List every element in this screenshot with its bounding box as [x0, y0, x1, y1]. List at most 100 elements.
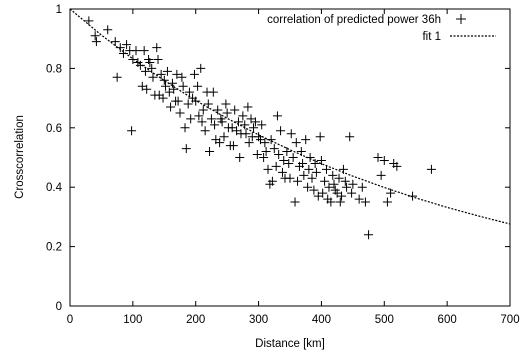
- data-point: [197, 117, 207, 127]
- data-point: [269, 144, 279, 154]
- x-tick-label: 500: [375, 314, 394, 326]
- data-point: [189, 69, 199, 79]
- x-tick-label: 600: [438, 314, 457, 326]
- data-point: [184, 87, 194, 97]
- y-tick-label: 0.4: [46, 182, 63, 194]
- data-point: [217, 117, 227, 127]
- data-point: [335, 197, 345, 207]
- data-point: [145, 57, 155, 67]
- data-point: [286, 129, 296, 139]
- data-point: [373, 153, 383, 162]
- data-point: [153, 54, 163, 64]
- x-tick-label: 0: [67, 314, 73, 326]
- data-point: [166, 102, 176, 112]
- data-point: [152, 43, 162, 53]
- data-point: [260, 138, 270, 148]
- data-point: [311, 167, 321, 177]
- data-point: [334, 173, 344, 183]
- data-point: [84, 16, 94, 26]
- data-point: [238, 111, 248, 121]
- y-axis-title: Crosscorrelation: [14, 115, 26, 199]
- legend-label-fit: fit 1: [422, 31, 441, 43]
- data-point: [250, 117, 260, 127]
- data-point: [304, 164, 314, 174]
- data-point: [210, 120, 220, 130]
- data-point: [309, 185, 319, 195]
- data-point: [213, 105, 223, 115]
- data-point: [386, 188, 396, 198]
- x-tick-label: 100: [123, 314, 142, 326]
- data-point: [345, 132, 355, 142]
- data-point: [348, 179, 358, 189]
- data-point: [156, 69, 166, 79]
- data-point: [178, 81, 188, 91]
- y-tick-label: 0.8: [46, 63, 62, 75]
- data-point: [127, 126, 137, 136]
- data-point: [318, 188, 328, 198]
- data-point: [183, 99, 193, 109]
- y-tick-label: 0.2: [46, 242, 62, 254]
- data-point: [274, 150, 284, 160]
- data-point: [194, 111, 204, 121]
- data-point: [175, 108, 185, 118]
- data-point: [158, 93, 168, 103]
- y-tick-label: 0: [56, 301, 62, 313]
- data-point: [276, 126, 286, 136]
- data-point: [299, 170, 309, 180]
- data-point: [354, 194, 364, 204]
- data-point: [221, 99, 231, 109]
- data-point: [222, 108, 232, 118]
- data-point: [328, 170, 338, 180]
- data-point: [284, 158, 294, 168]
- data-point: [140, 66, 150, 76]
- data-point: [169, 84, 179, 94]
- data-point: [324, 182, 334, 192]
- data-point: [285, 173, 295, 183]
- data-point: [337, 191, 347, 201]
- data-point: [303, 182, 313, 192]
- data-point: [426, 164, 436, 174]
- y-tick-label: 0.6: [46, 123, 62, 135]
- x-tick-label: 200: [186, 314, 205, 326]
- data-point: [392, 161, 402, 171]
- data-point: [310, 158, 320, 168]
- data-point: [259, 153, 269, 162]
- x-tick-label: 400: [312, 314, 331, 326]
- data-point: [360, 197, 370, 207]
- x-tick-label: 700: [500, 314, 519, 326]
- legend-marker-plus: [456, 14, 466, 24]
- data-point: [329, 179, 339, 189]
- x-tick-label: 300: [249, 314, 268, 326]
- data-point: [249, 123, 259, 133]
- data-point: [235, 153, 245, 162]
- data-point: [162, 66, 172, 76]
- data-point: [288, 153, 298, 162]
- legend-label-scatter: correlation of predicted power 36h: [267, 14, 441, 26]
- data-point: [180, 123, 190, 133]
- data-point: [257, 120, 267, 130]
- data-point: [241, 129, 251, 139]
- legend: correlation of predicted power 36h fit 1: [267, 14, 496, 43]
- data-point: [379, 155, 389, 165]
- data-point: [320, 176, 330, 186]
- data-point: [198, 105, 208, 115]
- data-point: [321, 164, 331, 174]
- data-point: [193, 81, 203, 91]
- fit-curve-layer: [69, 8, 511, 225]
- data-point: [376, 170, 386, 180]
- data-point: [91, 37, 101, 47]
- data-point: [139, 46, 149, 56]
- data-point: [342, 182, 352, 192]
- data-point: [298, 158, 308, 168]
- data-point: [244, 138, 254, 148]
- data-point: [301, 135, 311, 145]
- data-point: [177, 72, 187, 82]
- data-point: [142, 84, 152, 94]
- ticks-layer: 0 100 200 300 400 500 600 700 0 0.2 0.4 0.6 0.8 1: [46, 4, 520, 326]
- data-point: [357, 182, 367, 192]
- data-point: [219, 132, 229, 142]
- data-point: [181, 144, 191, 154]
- data-point: [340, 176, 350, 186]
- data-point: [161, 81, 171, 91]
